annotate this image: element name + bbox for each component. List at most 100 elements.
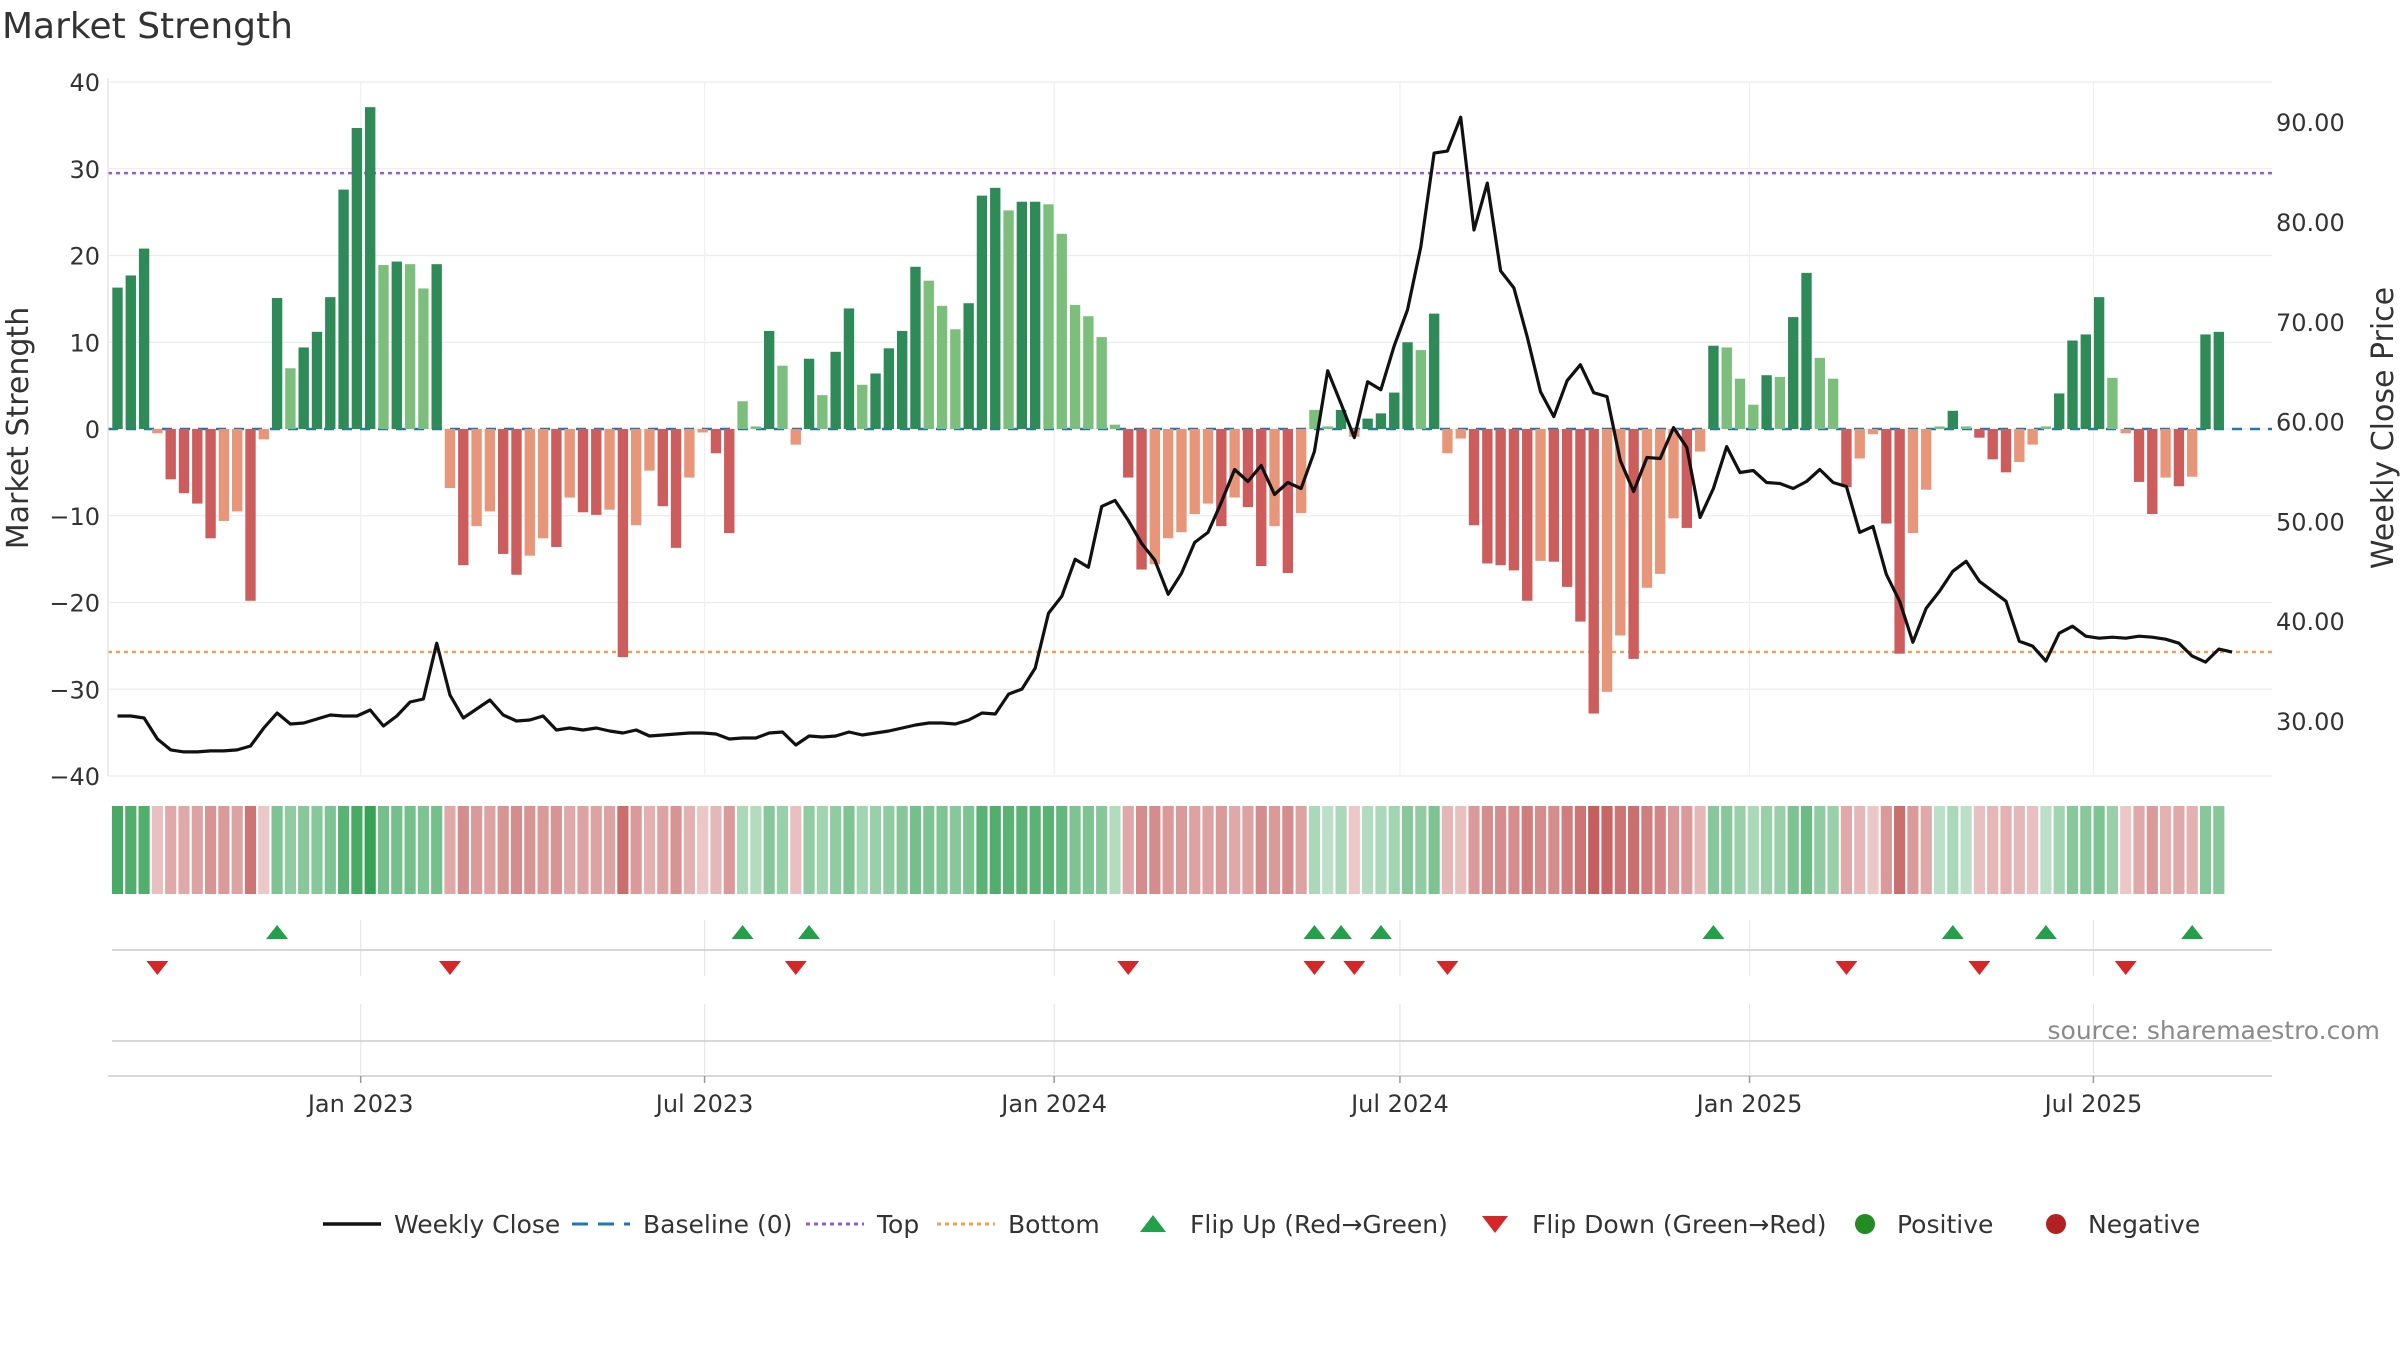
strength-bar	[657, 429, 668, 507]
strength-bar	[1189, 429, 1200, 515]
strength-bar	[2107, 377, 2118, 429]
regime-band-cell	[1175, 806, 1188, 894]
regime-band-cell	[736, 806, 749, 894]
regime-band-cell	[790, 806, 802, 894]
regime-band-cell	[1521, 806, 1533, 894]
legend-swatch	[1855, 1214, 1875, 1234]
regime-band-cell	[1002, 806, 1015, 894]
strength-bar	[1588, 429, 1599, 714]
strength-bar	[1748, 404, 1759, 429]
strength-bar	[2040, 426, 2052, 429]
strength-bar	[298, 347, 309, 429]
regime-band-cell	[2093, 806, 2105, 894]
x-tick-label: Jul 2025	[2043, 1090, 2143, 1118]
strength-bar	[1322, 426, 1333, 429]
strength-bar	[1029, 201, 1041, 429]
regime-band-cell	[1162, 806, 1174, 894]
regime-band-cell	[1907, 806, 1919, 894]
strength-bar	[564, 429, 575, 498]
regime-band-cell	[883, 806, 895, 894]
legend-label: Weekly Close	[394, 1210, 560, 1239]
regime-band-cell	[1508, 806, 1520, 894]
regime-band-cell	[2106, 806, 2118, 894]
regime-band-cell	[1854, 806, 1866, 894]
regime-band-cell	[643, 806, 656, 894]
legend-label: Flip Up (Red→Green)	[1190, 1210, 1448, 1239]
legend-label: Baseline (0)	[643, 1210, 792, 1239]
strength-bar	[165, 429, 176, 480]
strength-bar	[1508, 429, 1520, 571]
strength-bar	[1362, 418, 1373, 429]
regime-band-cell	[311, 806, 323, 894]
strength-bar	[232, 429, 243, 512]
regime-band-cell	[1042, 806, 1055, 894]
flip-down-marker	[146, 961, 169, 975]
y-tick-label: 0	[85, 416, 100, 444]
legend: Weekly Close Baseline (0) Top Bottom Flip Up…	[323, 1210, 2200, 1239]
strength-bar	[138, 248, 150, 429]
regime-band	[111, 806, 2225, 894]
strength-bar	[2120, 429, 2131, 434]
strength-bar	[444, 429, 456, 488]
regime-band-cell	[1601, 806, 1613, 894]
strength-bar	[1242, 429, 1254, 508]
regime-band-cell	[1867, 806, 1879, 894]
regime-band-cell	[457, 806, 469, 894]
flip-down-marker	[2114, 961, 2137, 975]
regime-band-cell	[1096, 806, 1108, 894]
legend-item: Weekly Close	[323, 1210, 560, 1239]
flip-down-marker	[1117, 961, 1140, 975]
regime-band-cell	[510, 806, 523, 894]
strength-bar	[1495, 429, 1506, 566]
strength-bar	[537, 429, 549, 539]
strength-bar	[1016, 201, 1028, 429]
strength-bar	[192, 429, 203, 504]
strength-bar	[737, 401, 748, 429]
strength-bar	[1468, 429, 1480, 526]
strength-bar	[617, 429, 629, 658]
regime-band-cell	[1774, 806, 1786, 894]
regime-band-cell	[138, 806, 150, 894]
y2-tick-label: 30.00	[2276, 708, 2345, 736]
strength-bar	[1123, 429, 1134, 478]
legend-item: Baseline (0)	[572, 1210, 792, 1239]
regime-band-cell	[271, 806, 283, 894]
strength-bar	[2014, 429, 2025, 462]
regime-band-cell	[444, 806, 456, 894]
legend-item: Flip Down (Green→Red)	[1482, 1210, 1827, 1239]
chart-title: Market Strength	[2, 6, 293, 47]
strength-bar	[936, 305, 948, 429]
x-tick-label: Jul 2023	[654, 1090, 754, 1118]
regime-band-cell	[1894, 806, 1906, 894]
strength-bar	[1708, 345, 1719, 429]
legend-label: Top	[876, 1210, 919, 1239]
strength-bar	[1681, 429, 1693, 528]
strength-bar	[1827, 378, 1839, 429]
regime-band-cell	[1295, 806, 1307, 894]
regime-band-cell	[111, 806, 124, 894]
flip-up-marker	[731, 925, 754, 939]
regime-band-cell	[1255, 806, 1267, 894]
y-tick-label: 40	[69, 69, 100, 97]
regime-band-cell	[1229, 806, 1241, 894]
strength-bar	[218, 429, 230, 521]
strength-bar	[1442, 429, 1453, 454]
strength-bar	[1655, 429, 1666, 574]
regime-band-cell	[1202, 806, 1214, 894]
regime-band-cell	[2133, 806, 2145, 894]
legend-item: Positive	[1855, 1210, 1993, 1239]
regime-band-cell	[1428, 806, 1440, 894]
regime-band-cell	[1215, 806, 1227, 894]
flip-down-marker	[1303, 961, 1326, 975]
flip-up-marker	[1941, 925, 1964, 939]
regime-band-cell	[963, 806, 975, 894]
flip-down-marker	[1343, 961, 1366, 975]
strength-bar	[2054, 393, 2065, 429]
regime-band-cell	[1960, 806, 1972, 894]
strength-bar	[1522, 429, 1533, 601]
regime-band-cell	[191, 806, 203, 894]
strength-bar	[763, 330, 775, 429]
strength-bar	[1601, 429, 1613, 692]
regime-band-cell	[165, 806, 177, 894]
y2-tick-label: 60.00	[2276, 409, 2345, 437]
